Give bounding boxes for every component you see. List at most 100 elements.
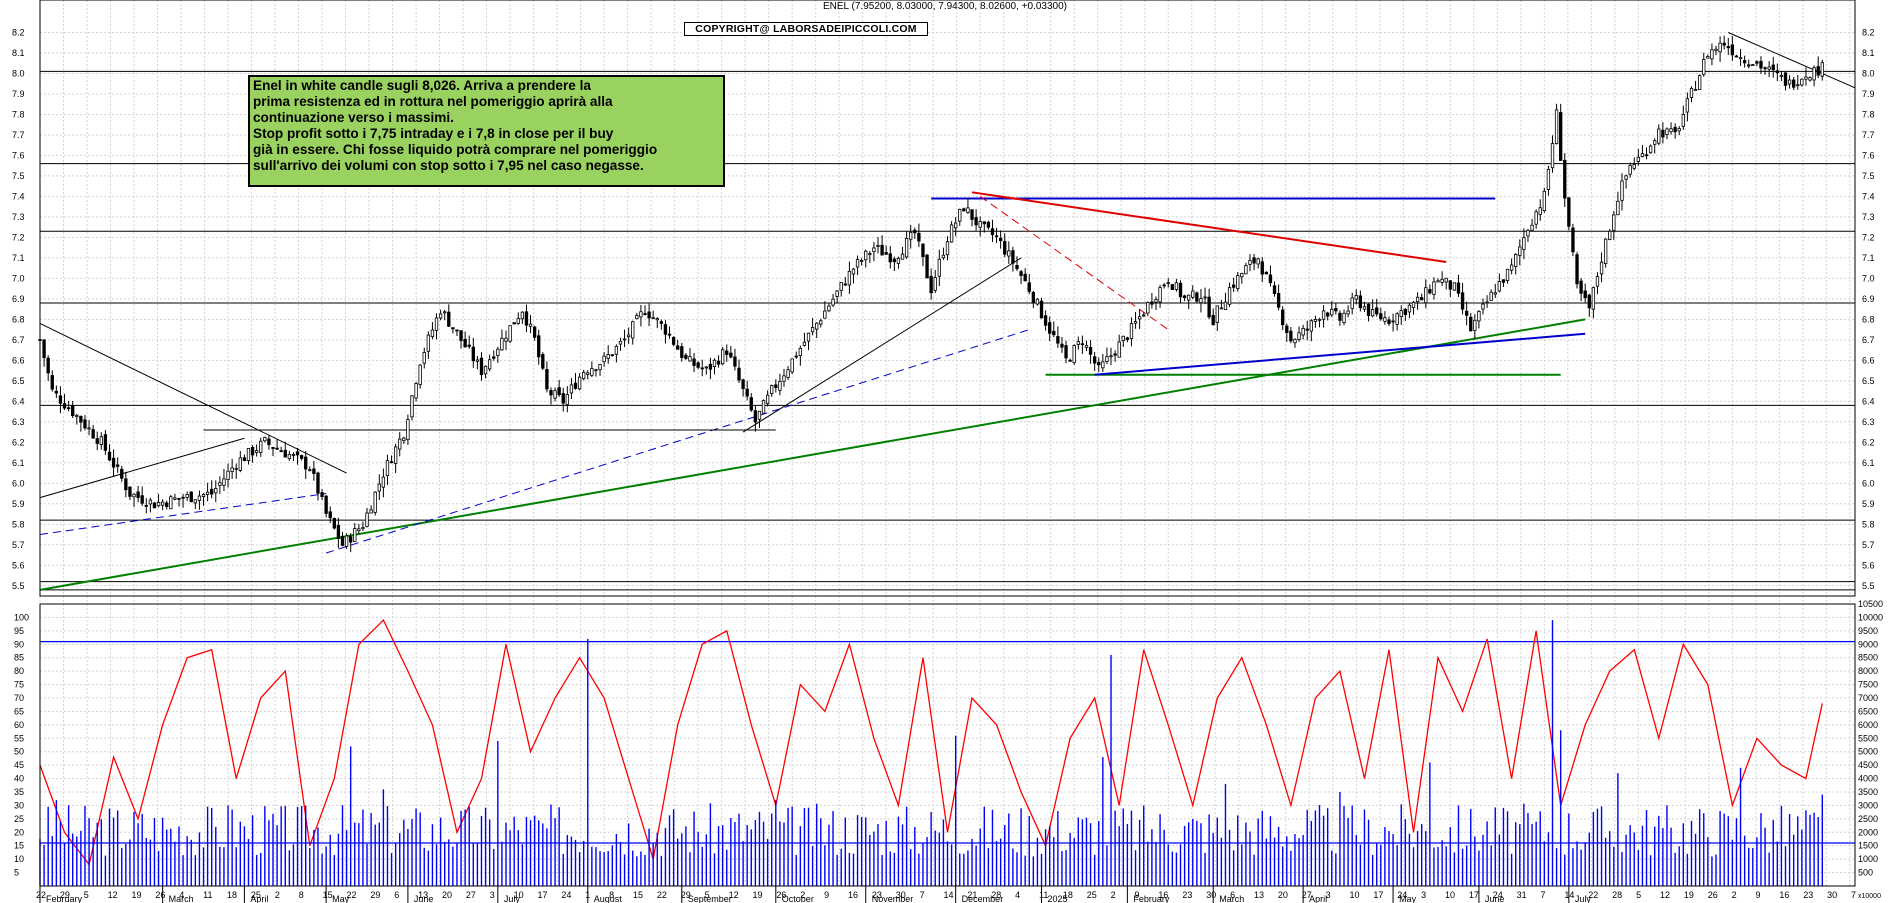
candle-body <box>904 237 909 258</box>
candle-body <box>708 363 713 370</box>
candle-body <box>1738 57 1743 60</box>
candle-body <box>929 275 933 294</box>
candle-body <box>1301 328 1305 336</box>
candle-body <box>1023 273 1027 282</box>
candle-body <box>438 313 443 319</box>
candle-body <box>1538 207 1542 215</box>
candle-body <box>1415 296 1420 303</box>
price-tick-right: 5.6 <box>1862 560 1875 570</box>
price-tick-right: 7.2 <box>1862 232 1875 242</box>
candle-body <box>1550 143 1555 169</box>
x-day-label: 25 <box>251 890 261 900</box>
candle-body <box>549 390 553 396</box>
candle-body <box>1101 361 1105 369</box>
trendline-blue-dashed <box>39 493 327 536</box>
x-day-label: 20 <box>1278 890 1288 900</box>
candle-body <box>954 222 958 229</box>
candle-body <box>1714 48 1718 52</box>
candle-body <box>1702 59 1706 75</box>
candle-body <box>1706 56 1710 59</box>
candle-body <box>1342 312 1346 324</box>
candle-body <box>1546 168 1551 190</box>
candle-body <box>1411 301 1416 309</box>
candle-body <box>1358 295 1363 309</box>
candle-body <box>614 345 619 355</box>
price-tick-left: 7.2 <box>12 232 25 242</box>
x-day-label: 16 <box>1779 890 1789 900</box>
x-month-label: October <box>782 894 814 903</box>
candle-body <box>434 317 439 331</box>
candle-body <box>917 232 921 242</box>
candle-body <box>443 311 447 314</box>
candle-body <box>218 482 222 486</box>
candle-body <box>1505 268 1510 281</box>
candle-body <box>1595 276 1600 287</box>
candle-body <box>667 333 672 336</box>
candle-body <box>541 354 545 369</box>
candle-body <box>815 322 819 330</box>
candle-body <box>1334 307 1338 312</box>
candle-body <box>1207 296 1211 318</box>
candle-body <box>418 364 422 385</box>
candle-body <box>1150 301 1154 305</box>
x-day-label: 15 <box>633 890 643 900</box>
candle-body <box>737 367 741 381</box>
candle-body <box>1072 345 1076 364</box>
candle-body <box>210 488 214 495</box>
candle-body <box>1792 79 1796 88</box>
volume-tick: 7000 <box>1858 693 1878 703</box>
volume-panel <box>39 620 1855 886</box>
candle-body <box>1236 275 1240 289</box>
candle-body <box>1440 278 1444 283</box>
candle-body <box>1571 227 1575 253</box>
volume-tick: 6000 <box>1858 720 1878 730</box>
x-day-label: 24 <box>561 890 571 900</box>
candle-body <box>1068 359 1072 362</box>
candle-body <box>1755 61 1759 64</box>
volume-tick: 3500 <box>1858 787 1878 797</box>
candle-body <box>1252 257 1256 264</box>
candle-body <box>1133 321 1138 324</box>
oscillator-tick: 10 <box>14 854 24 864</box>
candle-body <box>757 410 762 420</box>
x-day-label: 29 <box>370 890 380 900</box>
x-month-label: June <box>1485 894 1505 903</box>
x-month-label: July <box>1575 894 1592 903</box>
candle-body <box>230 467 234 472</box>
candle-body <box>508 325 512 342</box>
candle-body <box>1567 197 1571 227</box>
candle-body <box>1742 60 1747 64</box>
candle-body <box>467 344 471 347</box>
candle-body <box>1219 307 1224 310</box>
price-tick-right: 7.6 <box>1862 150 1875 160</box>
x-day-label: 22 <box>36 890 46 900</box>
candle-body <box>1174 282 1179 290</box>
x-day-label: 28 <box>991 890 1001 900</box>
candle-body <box>594 369 598 372</box>
candle-body <box>524 311 529 326</box>
volume-tick: 1000 <box>1858 854 1878 864</box>
candle-body <box>577 376 582 390</box>
oscillator-panel-frame <box>39 603 1856 887</box>
trendline-black <box>39 323 347 474</box>
x-month-label: March <box>169 894 194 903</box>
candle-body <box>1599 261 1604 275</box>
candle-body <box>704 366 708 369</box>
candle-body <box>75 414 79 418</box>
candle-body <box>144 505 148 507</box>
oscillator-panel <box>39 618 1855 866</box>
candle-body <box>160 501 165 506</box>
candle-body <box>1097 361 1101 366</box>
price-tick-left: 7.0 <box>12 273 25 283</box>
volume-tick: 8000 <box>1858 666 1878 676</box>
price-tick-right: 6.8 <box>1862 314 1875 324</box>
price-panel-frame <box>39 0 1856 597</box>
x-day-label: 3 <box>490 890 495 900</box>
x-month-label: 2025 <box>1048 894 1068 903</box>
x-month-label: April <box>1309 894 1327 903</box>
candle-body <box>896 257 901 264</box>
candle-body <box>1653 140 1657 145</box>
candle-body <box>116 464 120 467</box>
candle-body <box>770 385 774 395</box>
price-tick-left: 5.8 <box>12 519 25 529</box>
